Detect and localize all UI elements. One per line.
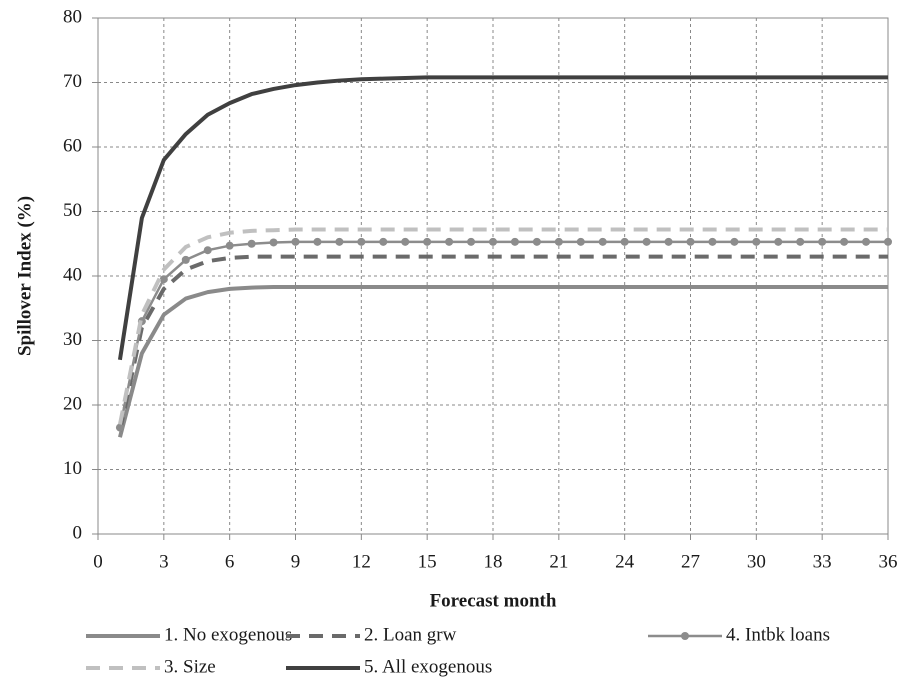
y-tick-label: 10 — [63, 458, 82, 479]
x-axis-title: Forecast month — [430, 590, 557, 611]
y-axis-title: Spillover Index (%) — [14, 196, 35, 356]
y-tick-label: 40 — [63, 264, 82, 285]
point-marker — [576, 237, 585, 246]
legend-label: 3. Size — [164, 656, 216, 677]
point-marker — [664, 237, 673, 246]
point-marker — [115, 423, 124, 432]
x-tick-label: 27 — [681, 551, 700, 572]
x-tick-label: 21 — [549, 551, 568, 572]
point-marker — [379, 237, 388, 246]
point-marker — [467, 237, 476, 246]
x-tick-label: 3 — [159, 551, 169, 572]
point-marker — [752, 237, 761, 246]
point-marker — [181, 255, 190, 264]
point-marker — [203, 246, 212, 255]
point-marker — [423, 237, 432, 246]
series-line — [117, 254, 888, 432]
y-tick-label: 30 — [63, 329, 82, 350]
x-tick-label: 12 — [352, 551, 371, 572]
point-marker — [489, 237, 497, 246]
point-marker — [884, 237, 892, 246]
y-tick-label: 0 — [73, 522, 83, 543]
legend-label: 2. Loan grw — [364, 624, 457, 645]
point-marker — [510, 237, 519, 246]
point-marker — [335, 237, 344, 246]
point-marker — [642, 237, 651, 246]
point-marker — [225, 241, 234, 250]
point-marker — [818, 237, 827, 246]
x-tick-label: 0 — [93, 551, 103, 572]
point-marker — [401, 237, 410, 246]
x-tick-label: 33 — [813, 551, 832, 572]
y-tick-label: 80 — [63, 6, 82, 27]
x-tick-label: 9 — [291, 551, 301, 572]
y-tick-label: 20 — [63, 393, 82, 414]
point-marker — [554, 237, 563, 246]
x-tick-label: 30 — [747, 551, 766, 572]
point-marker — [774, 237, 783, 246]
series-line — [117, 227, 888, 425]
point-marker — [291, 237, 300, 246]
point-marker — [620, 237, 629, 246]
point-marker — [796, 237, 805, 246]
y-tick-label: 60 — [63, 135, 82, 156]
point-marker — [598, 237, 607, 246]
legend-marker — [681, 632, 689, 640]
legend-label: 5. All exogenous — [364, 656, 492, 677]
point-marker — [686, 237, 695, 246]
legend-label: 4. Intbk loans — [726, 624, 830, 645]
point-marker — [840, 237, 849, 246]
x-tick-label: 24 — [615, 551, 635, 572]
point-marker — [357, 237, 366, 246]
point-marker — [269, 238, 278, 247]
series-line — [118, 284, 888, 438]
series-line — [118, 240, 888, 428]
point-marker — [730, 237, 739, 246]
point-marker — [532, 237, 541, 246]
point-marker — [313, 237, 322, 246]
x-tick-label: 18 — [484, 551, 503, 572]
x-tick-label: 36 — [879, 551, 898, 572]
legend-label: 1. No exogenous — [164, 624, 292, 645]
y-tick-label: 70 — [63, 71, 82, 92]
x-tick-label: 6 — [225, 551, 235, 572]
point-marker — [862, 237, 871, 246]
point-marker — [708, 237, 717, 246]
point-marker — [159, 275, 168, 284]
plot-frame — [97, 17, 889, 535]
x-tick-label: 15 — [418, 551, 437, 572]
series-line — [117, 75, 888, 361]
y-tick-label: 50 — [63, 200, 82, 221]
point-marker — [247, 239, 256, 248]
point-marker — [445, 237, 454, 246]
